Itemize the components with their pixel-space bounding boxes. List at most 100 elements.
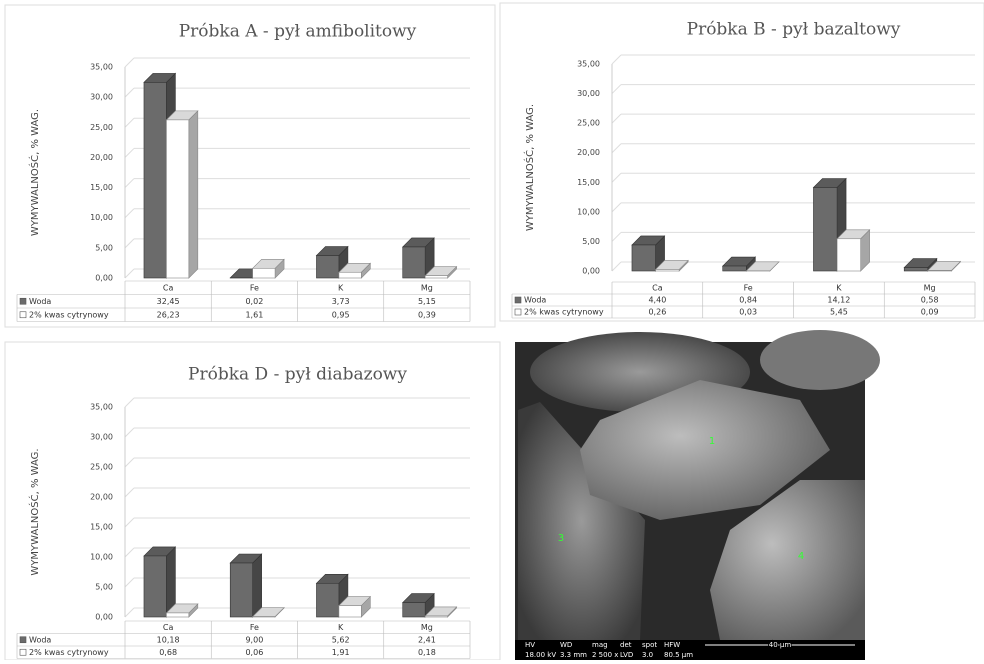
table-value: 2,41	[418, 635, 436, 644]
bar	[230, 563, 252, 617]
x-tick-label: Mg	[421, 623, 433, 632]
table-value: 0,58	[921, 296, 939, 305]
bar	[425, 276, 447, 278]
y-axis-label: WYMYWALNOŚĆ, % WAG.	[28, 448, 41, 575]
y-tick-label: 5,00	[95, 583, 113, 592]
x-tick-label: K	[338, 623, 344, 632]
legend-label: 2% kwas cytrynowy	[29, 648, 109, 657]
bar	[316, 256, 338, 278]
y-axis-label: WYMYWALNOŚĆ, % WAG.	[28, 109, 41, 236]
y-tick-label: 10,00	[577, 207, 600, 216]
bar	[837, 239, 861, 271]
y-tick-label: 10,00	[90, 553, 113, 562]
table-value: 0,26	[648, 308, 666, 317]
y-tick-label: 0,00	[95, 274, 113, 283]
legend-label: 2% kwas cytrynowy	[29, 310, 109, 319]
table-value: 3,73	[332, 297, 350, 306]
sem-info-value: 18.00 kV	[525, 651, 556, 659]
bar	[253, 268, 275, 278]
sem-info-header: HFW	[664, 641, 680, 649]
chart-frame	[500, 3, 984, 321]
table-value: 0,84	[739, 296, 757, 305]
bar	[656, 269, 680, 271]
y-tick-label: 15,00	[90, 523, 113, 532]
sem-particle	[760, 330, 880, 390]
page: 134HVWDmagdetspotHFW18.00 kV3.3 mm2 500 …	[0, 0, 984, 660]
y-tick-label: 5,00	[95, 243, 113, 252]
chart-title: Próbka B - pył bazaltowy	[687, 20, 901, 40]
chart: Próbka D - pył diabazowy WYMYWALNOŚĆ, % W…	[5, 342, 500, 660]
legend-swatch	[515, 297, 521, 303]
bar	[813, 187, 837, 271]
bar	[928, 270, 952, 271]
legend-label: Woda	[29, 635, 51, 644]
y-tick-label: 20,00	[577, 148, 600, 157]
x-tick-label: Fe	[250, 623, 259, 632]
legend-swatch	[20, 312, 26, 318]
table-value: 0,02	[245, 297, 263, 306]
sem-scale-label: 40 µm	[769, 641, 792, 649]
legend-label: 2% kwas cytrynowy	[524, 308, 604, 317]
bar-side	[253, 554, 262, 617]
x-tick-label: K	[836, 284, 842, 293]
sem-info-value: 2 500 x	[592, 651, 618, 659]
sem-marker: 1	[709, 436, 715, 447]
chart-frame	[5, 5, 495, 327]
table-value: 10,18	[157, 635, 180, 644]
bar	[166, 613, 188, 617]
y-tick-label: 30,00	[90, 433, 113, 442]
legend-label: Woda	[29, 297, 51, 306]
x-tick-label: Mg	[421, 283, 433, 292]
bar-side	[189, 111, 198, 278]
y-tick-label: 30,00	[577, 89, 600, 98]
table-value: 5,15	[418, 297, 436, 306]
chart-title: Próbka A - pył amfibolitowy	[179, 22, 417, 42]
x-tick-label: Ca	[163, 283, 174, 292]
table-value: 0,18	[418, 648, 436, 657]
sem-info-value: LVD	[620, 651, 633, 659]
y-tick-label: 15,00	[577, 178, 600, 187]
table-value: 1,61	[245, 310, 263, 319]
y-tick-label: 35,00	[90, 403, 113, 412]
bar	[166, 120, 188, 278]
table-value: 26,23	[157, 310, 180, 319]
x-tick-label: Fe	[744, 284, 753, 293]
x-tick-label: Ca	[652, 284, 663, 293]
x-tick-label: Ca	[163, 623, 174, 632]
table-value: 5,62	[332, 635, 350, 644]
y-tick-label: 35,00	[577, 60, 600, 69]
sem-info-value: 3.0	[642, 651, 653, 659]
chart-title: Próbka D - pył diabazowy	[188, 365, 407, 385]
table-value: 14,12	[827, 296, 850, 305]
x-tick-label: Mg	[924, 284, 936, 293]
sem-info-header: mag	[592, 641, 608, 649]
sem-info-header: det	[620, 641, 632, 649]
bar	[632, 245, 656, 271]
table-value: 0,95	[332, 310, 350, 319]
y-tick-label: 35,00	[90, 63, 113, 72]
bar	[339, 606, 361, 617]
table-value: 1,91	[332, 648, 350, 657]
y-tick-label: 10,00	[90, 213, 113, 222]
legend-swatch	[20, 637, 26, 643]
legend-swatch	[20, 649, 26, 655]
sem-info-value: 80.5 µm	[664, 651, 693, 659]
y-tick-label: 25,00	[577, 119, 600, 128]
y-tick-label: 20,00	[90, 493, 113, 502]
sem-info-header: HV	[525, 641, 535, 649]
legend-swatch	[515, 309, 521, 315]
bar	[339, 272, 361, 278]
y-tick-label: 0,00	[582, 267, 600, 276]
bar	[904, 268, 928, 271]
table-value: 4,40	[648, 296, 666, 305]
table-value: 0,68	[159, 648, 177, 657]
table-value: 9,00	[245, 635, 263, 644]
y-tick-label: 5,00	[582, 237, 600, 246]
table-value: 0,06	[245, 648, 263, 657]
y-tick-label: 0,00	[95, 613, 113, 622]
y-tick-label: 20,00	[90, 153, 113, 162]
sem-info-header: spot	[642, 641, 657, 649]
sem-info-value: 3.3 mm	[560, 651, 587, 659]
